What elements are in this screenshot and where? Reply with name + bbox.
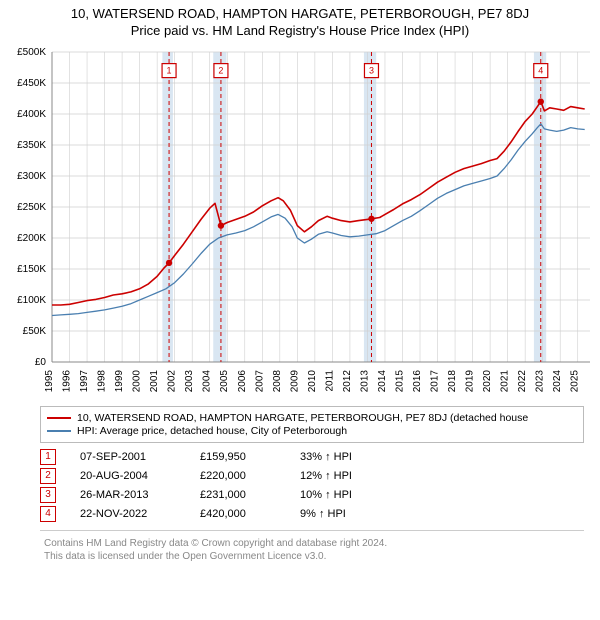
title-line-2: Price paid vs. HM Land Registry's House … [10, 23, 590, 40]
legend: 10, WATERSEND ROAD, HAMPTON HARGATE, PET… [40, 406, 584, 443]
svg-text:£200K: £200K [17, 233, 46, 244]
svg-text:2016: 2016 [412, 369, 423, 392]
footer-line-2: This data is licensed under the Open Gov… [44, 550, 580, 563]
svg-text:2000: 2000 [132, 369, 143, 392]
svg-text:4: 4 [538, 65, 543, 75]
footer: Contains HM Land Registry data © Crown c… [40, 530, 584, 569]
sale-price: £220,000 [200, 470, 300, 482]
legend-swatch-property [47, 417, 71, 419]
svg-text:3: 3 [369, 65, 374, 75]
svg-text:£300K: £300K [17, 171, 46, 182]
title-block: 10, WATERSEND ROAD, HAMPTON HARGATE, PET… [0, 0, 600, 42]
legend-label-hpi: HPI: Average price, detached house, City… [77, 425, 347, 437]
sale-row: 2 20-AUG-2004 £220,000 12% ↑ HPI [40, 468, 584, 484]
svg-text:2017: 2017 [430, 369, 441, 392]
sales-table: 1 07-SEP-2001 £159,950 33% ↑ HPI 2 20-AU… [40, 449, 584, 522]
sale-date: 07-SEP-2001 [80, 451, 200, 463]
svg-text:2025: 2025 [570, 369, 581, 392]
svg-text:2021: 2021 [500, 369, 511, 392]
svg-text:2001: 2001 [149, 369, 160, 392]
svg-text:2008: 2008 [272, 369, 283, 392]
svg-text:£500K: £500K [17, 47, 46, 58]
svg-text:2011: 2011 [324, 369, 335, 391]
sale-price: £159,950 [200, 451, 300, 463]
legend-item-property: 10, WATERSEND ROAD, HAMPTON HARGATE, PET… [47, 412, 577, 424]
sale-pct: 10% ↑ HPI [300, 489, 420, 501]
svg-text:2024: 2024 [552, 369, 563, 392]
sale-marker-2: 2 [40, 468, 56, 484]
sale-price: £231,000 [200, 489, 300, 501]
svg-text:1997: 1997 [79, 369, 90, 392]
svg-text:2004: 2004 [202, 369, 213, 392]
svg-text:1996: 1996 [62, 369, 73, 392]
footer-line-1: Contains HM Land Registry data © Crown c… [44, 537, 580, 550]
svg-text:2020: 2020 [482, 369, 493, 392]
svg-text:2012: 2012 [342, 369, 353, 392]
svg-text:2019: 2019 [465, 369, 476, 392]
sale-date: 26-MAR-2013 [80, 489, 200, 501]
sale-price: £420,000 [200, 508, 300, 520]
svg-text:2: 2 [218, 65, 223, 75]
svg-text:2015: 2015 [394, 369, 405, 392]
legend-item-hpi: HPI: Average price, detached house, City… [47, 425, 577, 437]
svg-text:2014: 2014 [377, 369, 388, 392]
sale-marker-4: 4 [40, 506, 56, 522]
svg-text:2002: 2002 [167, 369, 178, 392]
svg-text:£450K: £450K [17, 78, 46, 89]
sale-row: 4 22-NOV-2022 £420,000 9% ↑ HPI [40, 506, 584, 522]
svg-text:£0: £0 [35, 357, 47, 368]
price-chart: £0 £50K £100K £150K £200K £250K £300K £350K £400… [0, 42, 600, 402]
svg-text:2010: 2010 [307, 369, 318, 392]
svg-text:£150K: £150K [17, 264, 46, 275]
svg-text:1999: 1999 [114, 369, 125, 392]
svg-text:2022: 2022 [517, 369, 528, 392]
chart-container: 10, WATERSEND ROAD, HAMPTON HARGATE, PET… [0, 0, 600, 569]
svg-text:1998: 1998 [97, 369, 108, 392]
sale-date: 20-AUG-2004 [80, 470, 200, 482]
sale-pct: 33% ↑ HPI [300, 451, 420, 463]
sale-date: 22-NOV-2022 [80, 508, 200, 520]
svg-text:2007: 2007 [254, 369, 265, 392]
svg-text:£250K: £250K [17, 202, 46, 213]
sale-row: 3 26-MAR-2013 £231,000 10% ↑ HPI [40, 487, 584, 503]
svg-text:1995: 1995 [44, 369, 55, 392]
legend-label-property: 10, WATERSEND ROAD, HAMPTON HARGATE, PET… [77, 412, 528, 424]
svg-text:£350K: £350K [17, 140, 46, 151]
svg-text:2018: 2018 [447, 369, 458, 392]
svg-text:2005: 2005 [219, 369, 230, 392]
svg-text:2003: 2003 [184, 369, 195, 392]
svg-text:2006: 2006 [237, 369, 248, 392]
svg-text:1: 1 [167, 65, 172, 75]
sale-row: 1 07-SEP-2001 £159,950 33% ↑ HPI [40, 449, 584, 465]
svg-text:2013: 2013 [359, 369, 370, 392]
sale-pct: 9% ↑ HPI [300, 508, 420, 520]
sale-marker-3: 3 [40, 487, 56, 503]
legend-swatch-hpi [47, 430, 71, 432]
sale-pct: 12% ↑ HPI [300, 470, 420, 482]
sale-marker-1: 1 [40, 449, 56, 465]
svg-text:2023: 2023 [535, 369, 546, 392]
svg-text:£100K: £100K [17, 295, 46, 306]
svg-text:£50K: £50K [23, 326, 47, 337]
title-line-1: 10, WATERSEND ROAD, HAMPTON HARGATE, PET… [10, 6, 590, 23]
svg-text:£400K: £400K [17, 109, 46, 120]
svg-text:2009: 2009 [289, 369, 300, 392]
